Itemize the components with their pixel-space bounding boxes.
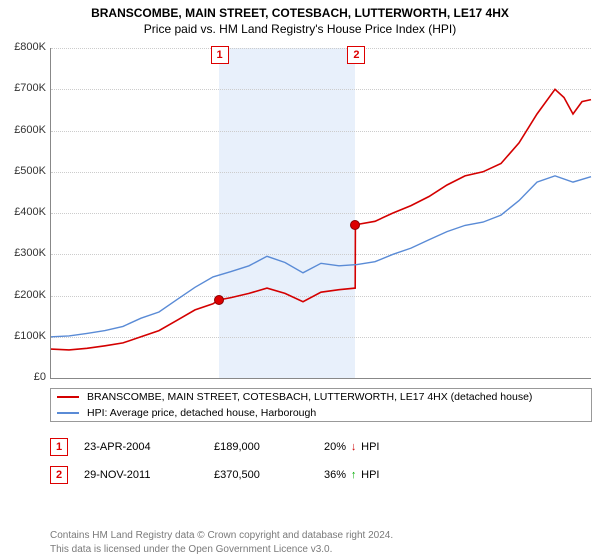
sale-dot [350,220,360,230]
arrow-up-icon: ↑ [349,469,358,481]
y-axis-label: £600K [0,124,46,136]
y-axis-label: £400K [0,206,46,218]
sale-dot [214,295,224,305]
marker-box: 1 [211,46,229,64]
transaction-row: 1 23-APR-2004 £189,000 20% ↓ HPI [50,438,590,456]
txn-delta: 20% ↓ HPI [324,441,424,453]
txn-price: £189,000 [214,441,324,453]
y-axis-label: £100K [0,330,46,342]
arrow-down-icon: ↓ [349,441,358,453]
y-axis-label: £200K [0,289,46,301]
transaction-row: 2 29-NOV-2011 £370,500 36% ↑ HPI [50,466,590,484]
y-axis-label: £500K [0,165,46,177]
footer-line: This data is licensed under the Open Gov… [50,543,590,557]
marker-box: 2 [347,46,365,64]
legend-label: HPI: Average price, detached house, Harb… [87,407,316,419]
txn-number-box: 2 [50,466,68,484]
chart-lines [51,48,591,378]
legend-row: HPI: Average price, detached house, Harb… [51,405,591,421]
y-axis-label: £300K [0,247,46,259]
legend-label: BRANSCOMBE, MAIN STREET, COTESBACH, LUTT… [87,391,532,403]
plot-area: 12 [50,48,591,379]
legend-row: BRANSCOMBE, MAIN STREET, COTESBACH, LUTT… [51,389,591,405]
chart-subtitle: Price paid vs. HM Land Registry's House … [0,20,600,36]
legend-swatch [57,396,79,398]
txn-delta: 36% ↑ HPI [324,469,424,481]
legend: BRANSCOMBE, MAIN STREET, COTESBACH, LUTT… [50,388,592,422]
txn-date: 29-NOV-2011 [84,469,214,481]
txn-price: £370,500 [214,469,324,481]
y-axis-label: £0 [0,371,46,383]
chart-title: BRANSCOMBE, MAIN STREET, COTESBACH, LUTT… [0,0,600,20]
txn-date: 23-APR-2004 [84,441,214,453]
txn-number-box: 1 [50,438,68,456]
footer-line: Contains HM Land Registry data © Crown c… [50,529,590,543]
footer: Contains HM Land Registry data © Crown c… [50,529,590,556]
y-axis-label: £700K [0,82,46,94]
y-axis-label: £800K [0,41,46,53]
legend-swatch [57,412,79,414]
